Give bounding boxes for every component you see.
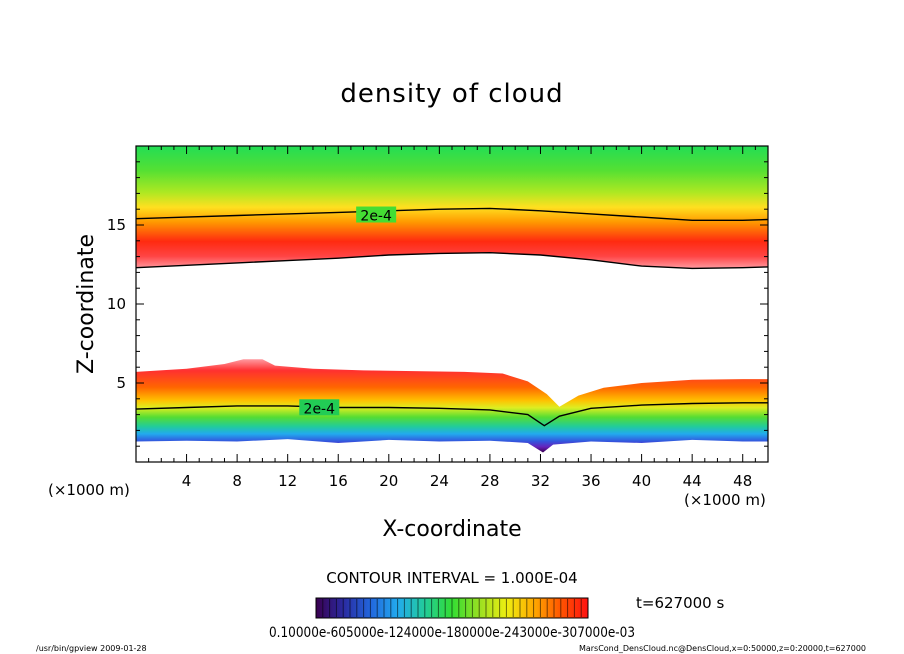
contour-interval-text: CONTOUR INTERVAL = 1.000E-04: [326, 569, 577, 587]
x-tick-label: 20: [379, 472, 398, 490]
contour-label: 2e-4: [360, 209, 392, 225]
upper-cloud-band: [136, 146, 768, 269]
contour-label: 2e-4: [304, 401, 336, 417]
chart-title: density of cloud: [340, 79, 563, 109]
colorbar-labels: 0.10000e-605000e-124000e-180000e-243000e…: [269, 625, 635, 641]
x-tick-label: 24: [430, 472, 449, 490]
contour-lines: 2e-4 2e-4: [136, 206, 768, 427]
x-tick-label: 4: [182, 472, 192, 490]
x-tick-label: 8: [232, 472, 242, 490]
x-tick-label: 44: [683, 472, 702, 490]
contour-line: [136, 251, 768, 270]
y-axis-label: Z-coordinate: [74, 234, 99, 374]
x-tick-label: 36: [581, 472, 600, 490]
x-unit-right: (×1000 m): [684, 491, 766, 509]
x-axis-label: X-coordinate: [382, 517, 521, 542]
contour-label-bg: [299, 399, 340, 416]
x-tick-label: 48: [733, 472, 752, 490]
x-axis: 4 8 12 16 20 24 28 32 36 40 44 48: [148, 146, 756, 490]
x-unit-left: (×1000 m): [48, 481, 130, 499]
x-tick-label: 28: [480, 472, 499, 490]
y-tick-label: 10: [107, 295, 126, 313]
x-tick-label: 40: [632, 472, 651, 490]
x-tick-label: 32: [531, 472, 550, 490]
lower-cloud-band: [136, 359, 768, 453]
y-tick-label: 15: [107, 216, 126, 234]
y-axis: 5 10 15: [107, 161, 768, 447]
x-tick-label: 12: [278, 472, 297, 490]
x-tick-label: 16: [329, 472, 348, 490]
colorbar: [315, 597, 589, 619]
contour-label-bg: [356, 206, 397, 223]
contour-line: [136, 207, 768, 222]
footer-right: MarsCond_DensCloud.nc@DensCloud,x=0:5000…: [579, 644, 866, 653]
plot-area: 2e-4 2e-4: [136, 146, 768, 462]
contour-line: [136, 402, 768, 427]
time-text: t=627000 s: [636, 594, 724, 612]
y-tick-label: 5: [116, 374, 126, 392]
colorbar-stripes: [322, 599, 582, 617]
footer-left: /usr/bin/gpview 2009-01-28: [36, 644, 147, 653]
